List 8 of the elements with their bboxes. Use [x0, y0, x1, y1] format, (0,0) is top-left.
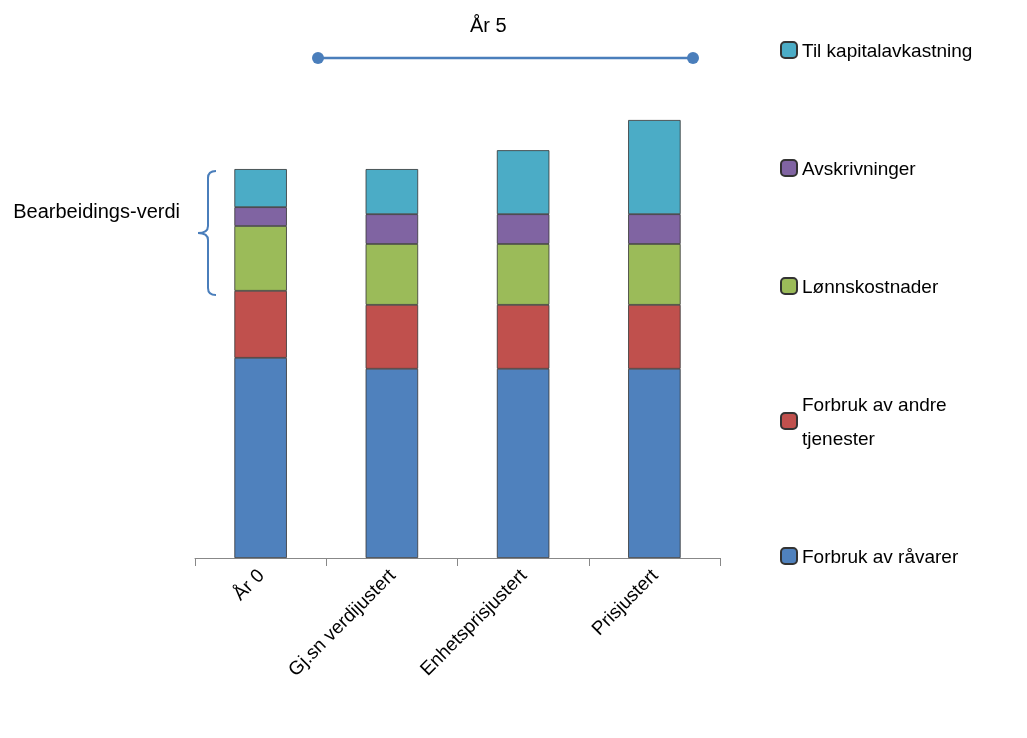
legend-label: Forbruk av råvarer	[802, 545, 959, 567]
text: Bearbeidings-verdi	[12, 199, 180, 224]
text: År 5	[470, 14, 507, 37]
legend-label: Avskrivninger	[802, 157, 917, 179]
legend-label: Forbruk av andre tjenester	[802, 393, 952, 449]
x-tick-label: År 0	[228, 564, 269, 605]
legend-label: Lønnskostnader	[802, 275, 939, 297]
legend-label: Til kapitalavkastning	[802, 39, 973, 61]
